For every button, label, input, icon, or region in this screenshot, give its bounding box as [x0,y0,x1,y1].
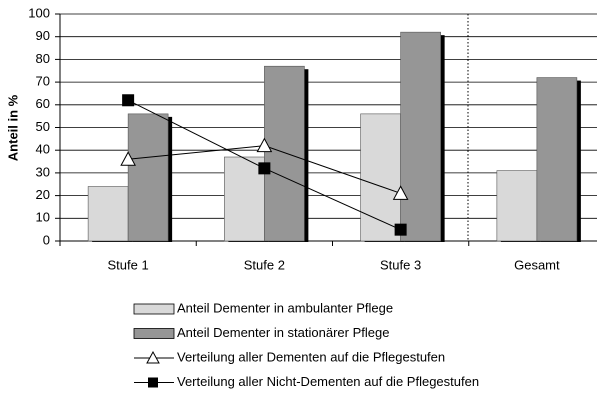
bar [536,77,578,242]
marker [392,185,409,200]
legend-swatch [133,303,175,315]
marker [256,137,273,153]
marker [122,94,135,107]
legend-swatch [133,328,175,339]
legend-label: Verteilung aller Dementen auf die Pflege… [177,349,445,364]
bar [264,65,305,242]
x-tick-label: Stufe 3 [380,257,421,272]
y-tick-label: 20 [36,187,50,202]
y-tick-label: 50 [36,119,50,134]
marker [394,223,407,236]
y-tick-label: 30 [36,164,50,179]
y-axis-label: Anteil in % [5,94,20,161]
legend-marker [146,350,160,364]
bar [360,113,401,242]
x-tick-label: Stufe 2 [244,257,285,272]
bar [127,113,169,242]
y-tick-label: 70 [36,74,50,89]
y-tick-label: 90 [36,28,50,43]
y-tick-label: 100 [28,5,50,20]
x-tick-label: Gesamt [514,257,560,272]
marker [258,162,271,175]
y-tick-label: 0 [43,232,50,247]
legend-marker [148,377,158,388]
legend-label: Anteil Dementer in ambulanter Pflege [177,300,393,315]
bar [496,170,538,242]
legend-label: Verteilung aller Nicht-Dementen auf die … [177,374,479,389]
y-tick-label: 40 [36,142,50,157]
x-tick-label: Stufe 1 [108,257,149,272]
legend-label: Anteil Dementer in stationärer Pflege [177,325,389,340]
bar [400,31,441,242]
marker [120,151,136,166]
y-tick-label: 10 [36,210,50,225]
y-tick-label: 60 [36,96,50,111]
bar [87,186,129,242]
y-tick-label: 80 [36,51,50,66]
